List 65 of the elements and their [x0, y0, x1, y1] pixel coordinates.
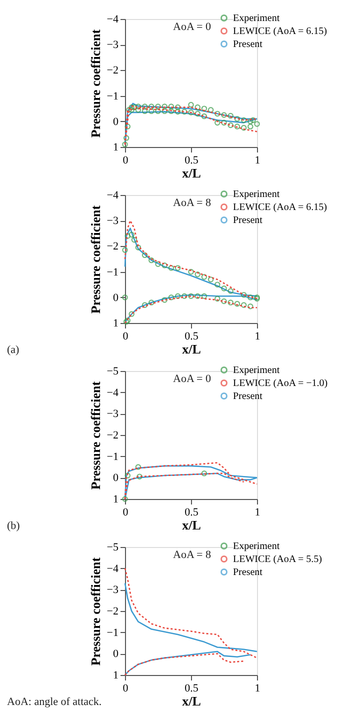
y-tick-label: 0	[113, 648, 119, 660]
legend-label: LEWICE (AoA = −1.0)	[233, 378, 328, 389]
y-tick-label: −3	[106, 408, 119, 420]
legend-label: Present	[233, 215, 263, 226]
text: (b)	[7, 520, 20, 532]
y-tick-label: −3	[106, 39, 119, 52]
y-tick-label: 0	[113, 292, 119, 304]
x-tick-label: 1	[254, 682, 260, 694]
y-tick-label: −3	[106, 584, 119, 596]
legend-label: Experiment	[233, 189, 280, 200]
x-tick-label: 0.5	[184, 330, 199, 342]
y-tick-label: 1	[113, 494, 118, 506]
legend-label: Experiment	[233, 541, 280, 552]
y-tick-label: 1	[113, 318, 118, 330]
legend-label: Experiment	[233, 13, 280, 24]
legend-label: LEWICE (AoA = 5.5)	[233, 554, 322, 565]
x-tick-label: 0.5	[184, 506, 199, 518]
x-axis-title: x/L	[182, 342, 202, 356]
y-tick-label: 0	[113, 472, 119, 484]
y-tick-label: −4	[106, 14, 119, 26]
y-tick-label: 0	[113, 116, 119, 128]
y-tick-label: −3	[106, 215, 119, 228]
y-tick-label: −1	[106, 266, 118, 278]
text: AoA: angle of attack.	[7, 696, 102, 708]
y-axis-title: Pressure coefficient	[88, 556, 103, 666]
y-axis-title: Pressure coefficient	[88, 28, 103, 138]
y-tick-label: −2	[106, 240, 118, 253]
x-tick-label: 0	[122, 682, 129, 694]
y-tick-label: −1	[106, 90, 118, 102]
y-tick-label: 1	[113, 142, 118, 154]
x-tick-label: 1	[254, 330, 260, 342]
x-axis-title: x/L	[182, 694, 202, 708]
annotation: AoA = 8	[173, 197, 212, 209]
x-tick-label: 0.5	[184, 154, 199, 166]
x-axis-title: x/L	[182, 518, 202, 532]
legend-label: Present	[233, 567, 263, 578]
y-tick-label: −2	[106, 430, 118, 442]
annotation: AoA = 0	[173, 21, 212, 33]
y-tick-label: −5	[106, 366, 119, 378]
legend-label: Present	[233, 39, 263, 50]
y-tick-label: −1	[106, 450, 118, 463]
annotation: AoA = 8	[173, 549, 212, 561]
x-tick-label: 0	[122, 154, 129, 166]
y-axis-title: Pressure coefficient	[88, 380, 103, 490]
x-tick-label: 0	[122, 506, 129, 518]
y-tick-label: 1	[113, 670, 118, 682]
x-tick-label: 1	[254, 506, 260, 518]
x-tick-label: 1	[254, 154, 260, 166]
annotation: AoA = 0	[173, 373, 212, 385]
legend-label: LEWICE (AoA = 6.15)	[233, 26, 327, 37]
y-tick-label: −2	[106, 64, 118, 77]
y-tick-label: −4	[106, 190, 119, 202]
y-tick-label: −1	[106, 626, 118, 639]
x-tick-label: 0	[122, 330, 129, 342]
legend-label: Present	[233, 391, 263, 402]
y-tick-label: −2	[106, 606, 118, 618]
x-axis-title: x/L	[182, 166, 202, 180]
y-tick-label: −4	[106, 562, 119, 575]
legend-label: LEWICE (AoA = 6.15)	[233, 202, 327, 213]
x-tick-label: 0.5	[184, 682, 199, 694]
y-axis-title: Pressure coefficient	[88, 204, 103, 314]
y-tick-label: −5	[106, 542, 119, 554]
legend-label: Experiment	[233, 365, 280, 376]
text: (a)	[7, 344, 20, 356]
y-tick-label: −4	[106, 386, 119, 399]
